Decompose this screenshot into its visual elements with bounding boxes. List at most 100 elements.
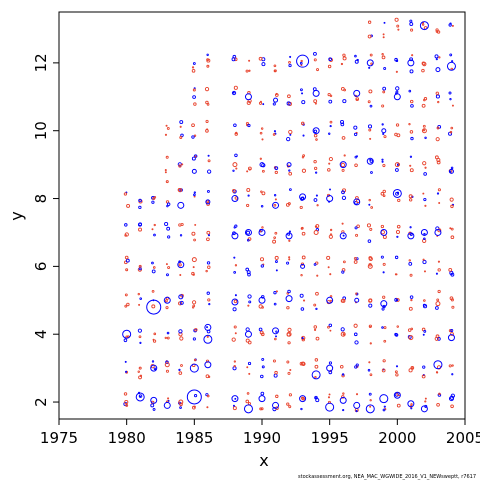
x-tick-label-2005: 2005 [446, 429, 480, 447]
bubble-small [423, 197, 427, 202]
bubble-small [355, 292, 358, 295]
bubble-small [204, 87, 210, 92]
bubble-small [326, 255, 331, 260]
bubble-small [342, 392, 345, 395]
bubble-small [247, 340, 252, 345]
bubble-small [192, 62, 196, 65]
bubble-small [329, 273, 332, 276]
bubble-small [423, 237, 426, 240]
bubble-small [436, 298, 440, 302]
bubble-small [313, 133, 318, 138]
bubble-small [355, 98, 358, 101]
bubble-small [207, 298, 211, 302]
bubble-small [275, 269, 278, 272]
bubble-small [152, 407, 156, 411]
bubble-small [355, 233, 359, 237]
bubble-small [286, 360, 290, 364]
y-axis: 2 4 6 8 10 12 [32, 53, 59, 407]
bubble-small [381, 368, 386, 373]
bubble-small [275, 335, 277, 338]
bubble-small [328, 323, 333, 328]
bubble-small [339, 364, 344, 369]
bubble-small [368, 298, 373, 303]
bubble-small [233, 270, 237, 274]
bubble-small [207, 159, 211, 163]
bubble-small [367, 34, 372, 39]
bubble-small [192, 266, 195, 269]
bubble-small [301, 255, 306, 260]
bubble-small [231, 57, 236, 62]
bubble-small [435, 91, 439, 95]
x-axis: 1975 1980 1985 1990 1995 2000 2005 [40, 419, 480, 447]
bubble-small [288, 405, 292, 409]
bubble-small [289, 368, 292, 372]
bubble-31 [231, 298, 239, 306]
bubble-small [260, 391, 265, 396]
bubble-small [329, 329, 332, 332]
bubble-small [369, 158, 372, 161]
bubble-small [232, 404, 235, 407]
bubble-small [381, 123, 384, 126]
bubble-small [394, 273, 398, 276]
bubble-small [327, 92, 331, 97]
bubble-small [205, 374, 210, 379]
bubble-small [205, 119, 209, 123]
bubble-small [124, 255, 129, 260]
bubble-small [152, 266, 156, 269]
bubble-small [126, 302, 130, 307]
bubble-small [382, 194, 386, 198]
bubble-small [434, 54, 439, 59]
bubble-small [247, 304, 250, 307]
bubble-small [397, 28, 400, 31]
bubble-small [449, 53, 453, 57]
bubble-47 [285, 295, 293, 303]
bubble-small [179, 125, 182, 128]
bubble-small [436, 126, 440, 130]
bubble-small [396, 24, 400, 28]
bubble-small [436, 192, 440, 195]
bubble-small [409, 273, 413, 277]
bubble-small [206, 326, 209, 329]
bubble-small [245, 399, 250, 404]
bubble-small [383, 135, 387, 139]
bubble-small [369, 405, 372, 408]
bubble-small [206, 394, 210, 398]
bubble-small [151, 290, 155, 293]
bubble-small [289, 188, 292, 191]
bubble-small [314, 358, 319, 362]
bubble-small [316, 204, 319, 207]
bubble-small [194, 328, 198, 332]
bubble-small [437, 188, 441, 192]
bubble-small [207, 169, 212, 174]
bubble-small [448, 364, 452, 368]
bubble-small [259, 157, 262, 160]
bubble-small [259, 330, 264, 335]
bubble-44 [273, 97, 279, 103]
bubble-small [247, 294, 252, 299]
bubble-small [381, 160, 384, 163]
bubble-small [382, 359, 386, 363]
bubble-78 [392, 188, 402, 198]
bubble-small [274, 231, 278, 235]
bubble-small [409, 198, 413, 202]
bubble-small [407, 328, 412, 332]
bubble-small [367, 124, 373, 129]
bubble-small [329, 124, 332, 128]
bubble-small [233, 299, 238, 304]
bubble-small [437, 289, 441, 294]
bubble-small [382, 262, 386, 266]
bubble-3 [135, 392, 145, 402]
bubble-small [287, 94, 291, 99]
bubble-small [139, 374, 143, 378]
bubble-29 [231, 232, 239, 240]
bubble-small [383, 21, 386, 24]
bubble-small [300, 121, 305, 126]
bubble-small [341, 168, 345, 172]
bubble-small [274, 93, 279, 97]
bubble-small [449, 97, 452, 101]
bubble-small [450, 298, 454, 302]
bubble-small [421, 23, 425, 26]
bubble-59 [326, 296, 334, 304]
bubble-small [302, 299, 306, 302]
bubble-small [246, 392, 250, 395]
